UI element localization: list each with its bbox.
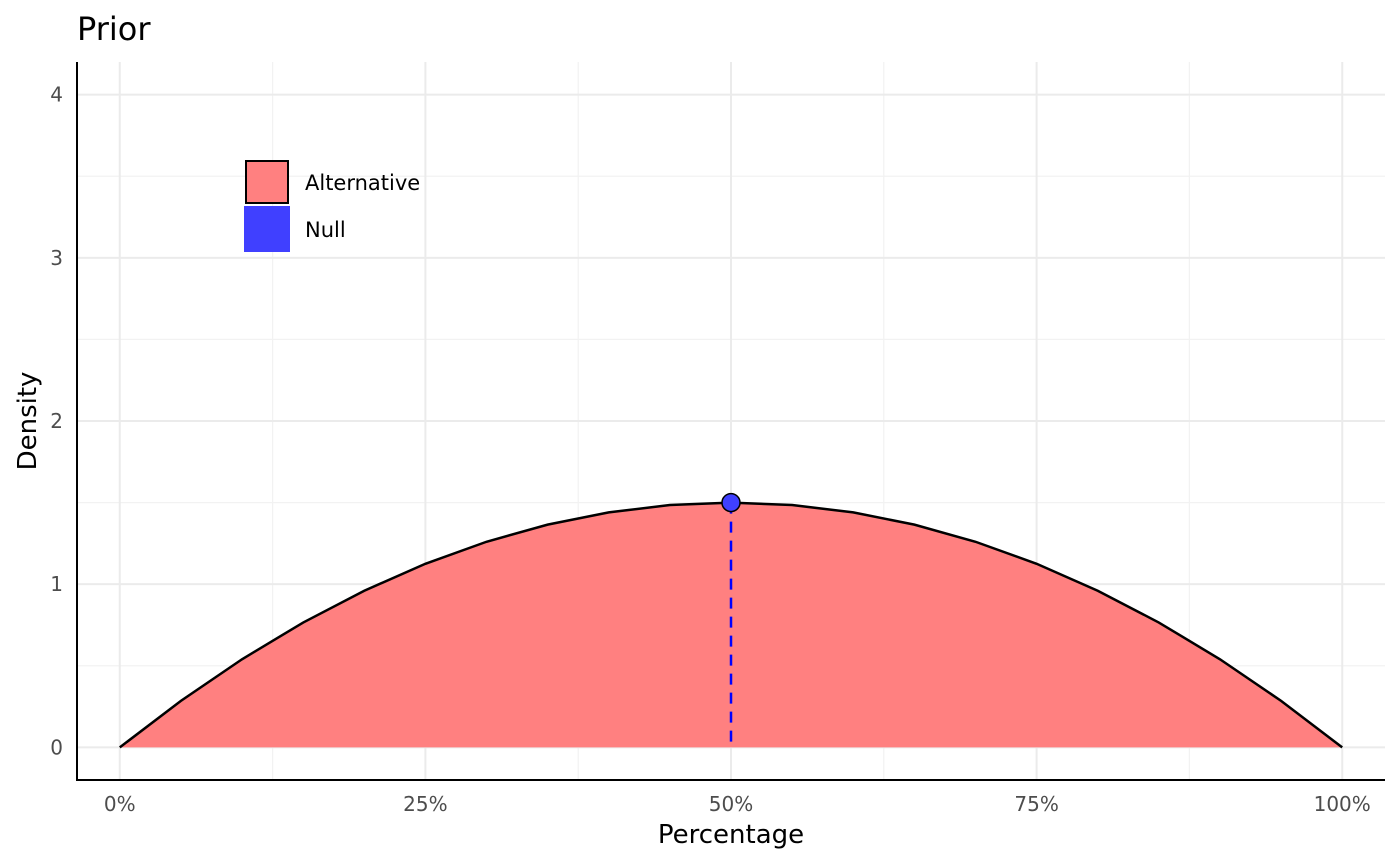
legend-key-null (244, 206, 290, 252)
axes (76, 62, 1385, 781)
legend: Alternative Null (244, 160, 420, 252)
x-tick-label: 25% (403, 792, 447, 816)
x-tick-labels: 0% 25% 50% 75% 100% (104, 792, 1371, 816)
legend-label-null: Null (305, 218, 346, 242)
y-tick-label: 3 (50, 246, 63, 270)
y-tick-labels: 0 1 2 3 4 (50, 83, 63, 760)
data-layer (119, 492, 1343, 749)
y-tick-label: 2 (50, 409, 63, 433)
y-axis-title: Density (13, 372, 43, 471)
legend-label-alternative: Alternative (305, 171, 420, 195)
x-axis-title: Percentage (658, 820, 804, 850)
y-tick-label: 0 (50, 735, 63, 759)
y-tick-label: 1 (50, 572, 63, 596)
null-point (721, 492, 741, 513)
x-tick-label: 100% (1314, 792, 1371, 816)
chart-title: Prior (77, 10, 151, 48)
legend-key-alternative (245, 160, 289, 204)
x-tick-label: 75% (1014, 792, 1058, 816)
y-tick-label: 4 (50, 83, 63, 107)
x-tick-label: 50% (709, 792, 753, 816)
x-tick-label: 0% (104, 792, 136, 816)
